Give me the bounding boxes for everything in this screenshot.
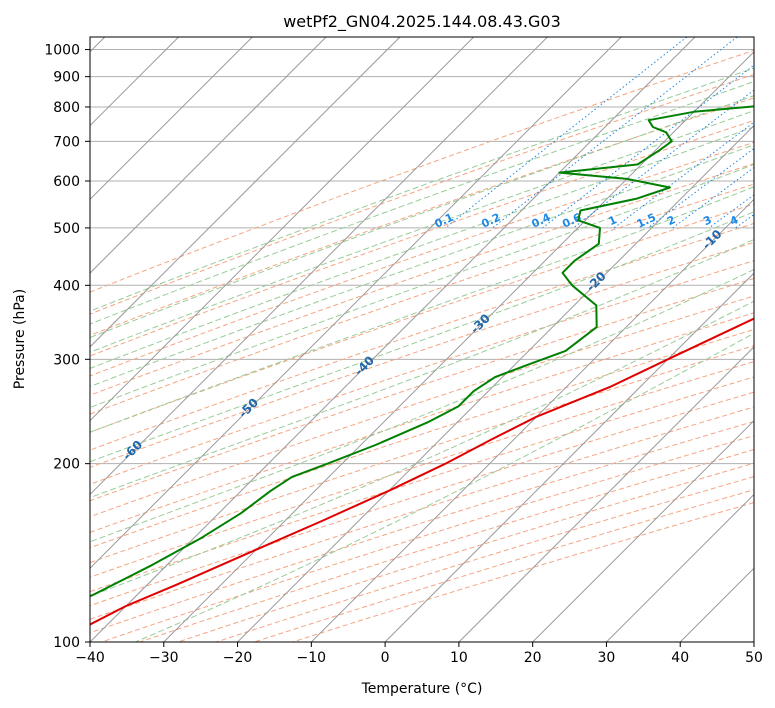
isotherm-label: -70: [4, 480, 29, 505]
mixing-ratio-line: [613, 121, 754, 229]
x-tick-label: −30: [149, 650, 179, 666]
x-tick-label: 50: [745, 650, 763, 666]
y-tick-label: 1000: [44, 43, 80, 59]
dry-adiabat: [90, 73, 754, 315]
y-tick-label: 600: [53, 174, 80, 190]
isotherm: [384, 272, 754, 642]
isotherm: [90, 37, 622, 569]
moist-adiabat: [90, 268, 754, 543]
isotherm: [310, 198, 754, 642]
y-tick-label: 700: [53, 134, 80, 150]
x-tick-label: 10: [450, 650, 468, 666]
x-tick-label: 30: [598, 650, 616, 666]
isotherm-label: -20: [584, 269, 609, 294]
isotherm: [90, 37, 327, 274]
y-axis-label: Pressure (hPa): [12, 289, 28, 389]
moist-adiabat: [90, 211, 754, 463]
isotherm: [679, 567, 754, 642]
temperature-profile-line: [90, 317, 754, 626]
mixing-ratio-line: [542, 64, 754, 229]
isotherm: [90, 37, 253, 201]
y-tick-label: 200: [53, 457, 80, 473]
isotherm: [606, 493, 754, 642]
mixing-ratio-line: [492, 37, 738, 229]
moist-adiabat: [135, 332, 754, 642]
dry-adiabat: [90, 345, 754, 564]
y-tick-label: 900: [53, 70, 80, 86]
x-tick-label: −20: [223, 650, 253, 666]
moist-adiabat: [90, 126, 754, 369]
moist-adiabat: [90, 81, 754, 325]
dry-adiabat: [90, 391, 754, 607]
dry-adiabat: [90, 97, 754, 336]
mixing-ratio-label: 2: [665, 213, 677, 228]
x-tick-label: −40: [75, 650, 105, 666]
dry-adiabat: [90, 295, 754, 518]
y-tick-label: 400: [53, 278, 80, 294]
dry-adiabat: [90, 49, 754, 293]
moist-adiabat: [90, 238, 754, 499]
chart-title: wetPf2_GN04.2025.144.08.43.G03: [283, 12, 561, 32]
isotherm: [458, 346, 754, 642]
moist-adiabat: [90, 163, 754, 409]
x-tick-label: 20: [524, 650, 542, 666]
dry-adiabat: [90, 376, 754, 593]
isotherm: [90, 37, 696, 642]
mixing-ratio-line: [445, 37, 688, 229]
dry-adiabat: [90, 141, 754, 377]
mixing-ratio-line: [573, 89, 754, 229]
y-tick-label: 800: [53, 100, 80, 116]
isotherm: [237, 124, 754, 642]
y-tick-label: 100: [53, 635, 80, 651]
dry-adiabat: [90, 260, 754, 485]
mixing-ratio-line: [735, 213, 754, 229]
dry-adiabat: [90, 163, 754, 396]
y-tick-label: 300: [53, 352, 80, 368]
isotherm-label: -50: [236, 395, 261, 420]
dry-adiabat: [254, 489, 754, 642]
dry-adiabat: [216, 476, 754, 642]
x-tick-label: −10: [297, 650, 327, 666]
mixing-ratio-line: [672, 166, 754, 229]
isotherm-label: -60: [120, 438, 145, 463]
dry-adiabat: [90, 183, 754, 415]
dry-adiabat: [90, 241, 754, 468]
dry-adiabat: [90, 119, 754, 357]
dry-adiabat: [90, 203, 754, 433]
dry-adiabat: [177, 462, 754, 642]
mixing-ratio-label: 6: [767, 213, 775, 228]
dry-adiabat: [101, 435, 754, 642]
mixing-ratio-label: 4: [728, 213, 741, 228]
moist-adiabat: [90, 110, 754, 353]
isotherm: [532, 419, 754, 642]
dry-adiabat: [90, 406, 754, 620]
dewpoint-profile-line: [90, 105, 754, 598]
x-tick-label: 40: [671, 650, 689, 666]
x-axis-label: Temperature (°C): [361, 681, 483, 697]
y-tick-label: 500: [53, 221, 80, 237]
moist-adiabat: [90, 95, 754, 339]
dry-adiabat: [292, 502, 754, 642]
isotherm: [90, 37, 548, 496]
dry-adiabat: [90, 277, 754, 502]
isotherm: [90, 37, 475, 422]
moist-adiabat: [90, 300, 754, 597]
isotherm: [90, 37, 401, 348]
isotherm: [163, 51, 754, 642]
dry-adiabat: [90, 222, 754, 451]
moist-adiabat: [90, 186, 754, 433]
isotherm: [753, 641, 754, 642]
dry-adiabat: [90, 312, 754, 533]
isotherm-label: -40: [352, 353, 377, 378]
x-tick-label: 0: [381, 650, 390, 666]
dry-adiabat: [90, 328, 754, 549]
dry-adiabat: [90, 361, 754, 578]
isotherm-label: -10: [699, 227, 724, 252]
plot-frame: [89, 36, 755, 643]
moist-adiabat: [90, 144, 754, 388]
